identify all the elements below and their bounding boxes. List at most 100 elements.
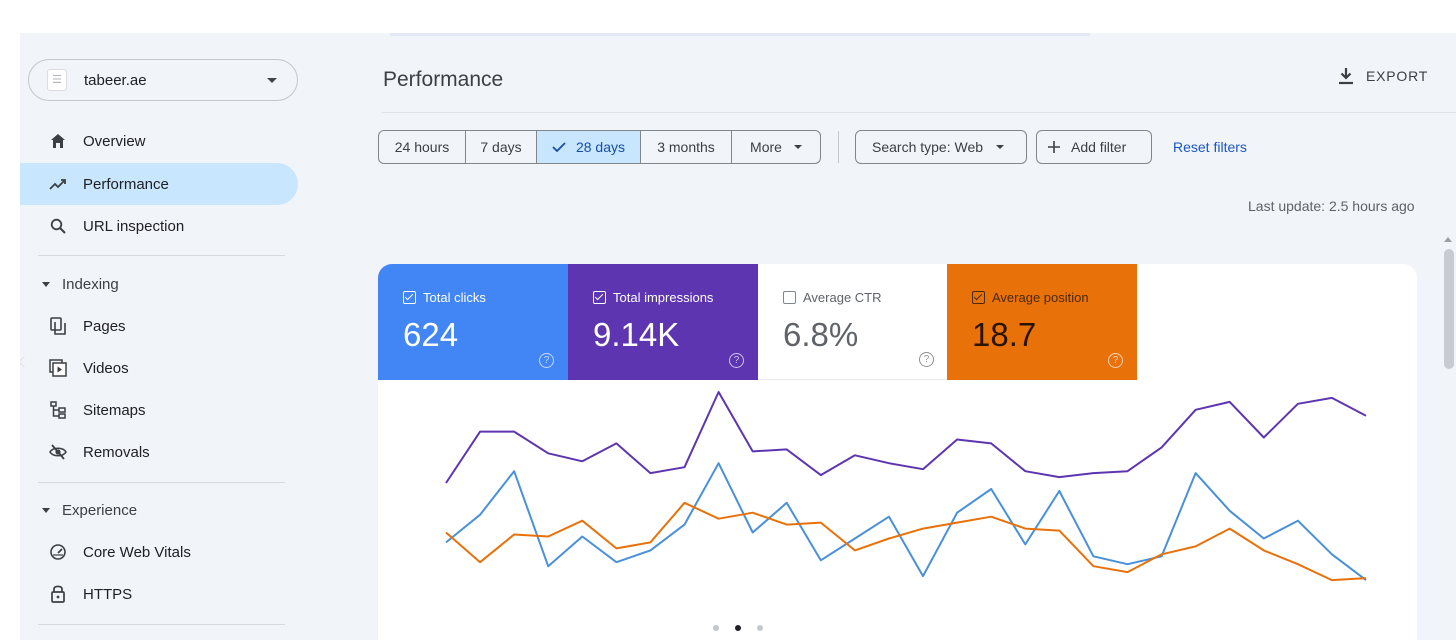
header-divider [382, 112, 1456, 113]
sidebar-item-pages[interactable]: Pages [20, 305, 298, 347]
trending-up-icon [48, 174, 68, 194]
metric-value: 9.14K [593, 316, 680, 353]
scrollbar-thumb[interactable] [1444, 249, 1454, 369]
property-selector[interactable]: ☰ tabeer.ae [28, 59, 298, 101]
lock-icon [48, 584, 68, 604]
help-icon[interactable]: ? [919, 352, 934, 367]
search-icon [48, 216, 68, 236]
check-icon [552, 142, 566, 152]
search-type-dropdown[interactable]: Search type: Web [855, 130, 1027, 164]
date-range-more[interactable]: More [732, 131, 820, 163]
checkbox-checked-icon[interactable] [593, 291, 606, 304]
filter-separator [838, 131, 839, 163]
section-title: Experience [62, 501, 138, 519]
sidebar-item-sitemaps[interactable]: Sitemaps [20, 389, 298, 431]
metric-value: 624 [403, 316, 459, 353]
caret-down-icon [42, 507, 50, 513]
search-type-label: Search type: Web [872, 139, 984, 155]
metric-header: Average position [972, 290, 1089, 305]
series-line-total-clicks[interactable] [445, 462, 1367, 581]
date-range-label: 7 days [480, 139, 522, 155]
metric-total-clicks[interactable]: Total clicks 624 ? [378, 264, 568, 380]
checkbox-checked-icon[interactable] [403, 291, 416, 304]
date-range-24-hours[interactable]: 24 hours [379, 131, 466, 163]
carousel-dots [713, 625, 779, 631]
sidebar-item-performance[interactable]: Performance [20, 163, 298, 205]
eye-off-icon [48, 442, 68, 462]
section-toggle-experience[interactable]: Experience [42, 500, 137, 520]
series-line-total-impressions[interactable] [445, 391, 1367, 484]
sidebar-item-overview[interactable]: Overview [20, 120, 298, 162]
sidebar-item-https[interactable]: HTTPS [20, 573, 298, 615]
export-label: EXPORT [1366, 68, 1429, 84]
date-range-label: 28 days [575, 139, 626, 155]
section-toggle-indexing[interactable]: Indexing [42, 274, 119, 294]
last-update-text: Last update: 2.5 hours ago [1248, 198, 1415, 214]
download-icon [1339, 68, 1353, 85]
date-range-3-months[interactable]: 3 months [641, 131, 732, 163]
sidebar-divider [38, 255, 285, 256]
carousel-dot-active[interactable] [735, 625, 741, 631]
checkbox-checked-icon[interactable] [972, 291, 985, 304]
property-name: tabeer.ae [84, 71, 147, 89]
add-filter-button[interactable]: Add filter [1036, 130, 1152, 164]
top-strip [390, 33, 1090, 36]
export-button[interactable]: EXPORT [1338, 67, 1428, 85]
metric-value: 6.8% [783, 316, 859, 353]
app-window: ☰ tabeer.ae Overview Performance URL ins… [20, 33, 1456, 640]
home-icon [48, 131, 68, 151]
sidebar-item-url-inspection[interactable]: URL inspection [20, 205, 298, 247]
videos-icon [48, 358, 68, 378]
pages-icon [48, 316, 68, 336]
plus-icon [1048, 141, 1060, 153]
checkbox-unchecked-icon[interactable] [783, 291, 796, 304]
chevron-down-icon [267, 78, 277, 83]
date-range-label: 3 months [657, 139, 715, 155]
sidebar-item-label: Videos [83, 359, 129, 377]
metric-label: Total impressions [613, 290, 714, 305]
gauge-icon [48, 542, 68, 562]
sidebar-item-label: Performance [83, 175, 169, 193]
page-title: Performance [383, 68, 504, 91]
metric-average-position[interactable]: Average position 18.7 ? [947, 264, 1137, 380]
date-range-label: More [750, 139, 782, 155]
metric-label: Total clicks [423, 290, 486, 305]
date-range-28-days[interactable]: 28 days [537, 131, 641, 163]
property-icon: ☰ [47, 69, 67, 91]
sidebar-item-label: Core Web Vitals [83, 543, 191, 561]
metric-average-ctr[interactable]: Average CTR 6.8% ? [758, 264, 948, 380]
metric-total-impressions[interactable]: Total impressions 9.14K ? [568, 264, 758, 380]
date-range-selector: 24 hours 7 days 28 days 3 months More [378, 130, 821, 164]
help-icon[interactable]: ? [729, 353, 744, 368]
carousel-dot[interactable] [713, 625, 719, 631]
sidebar-item-label: HTTPS [83, 585, 133, 603]
date-range-label: 24 hours [394, 139, 450, 155]
metric-header: Total impressions [593, 290, 713, 305]
sidebar-item-core-web-vitals[interactable]: Core Web Vitals [20, 531, 298, 573]
series-line-average-position[interactable] [445, 501, 1367, 582]
caret-down-icon [42, 281, 50, 287]
help-icon[interactable]: ? [1108, 353, 1123, 368]
sitemaps-icon [48, 400, 68, 420]
sidebar-item-label: Overview [83, 132, 146, 150]
date-range-7-days[interactable]: 7 days [466, 131, 537, 163]
metric-header: Total clicks [403, 290, 486, 305]
metric-value: 18.7 [972, 316, 1037, 353]
metric-label: Average CTR [803, 290, 882, 305]
sidebar-divider [38, 482, 285, 483]
sidebar-item-label: Pages [83, 317, 126, 335]
sidebar-item-label: Removals [83, 443, 150, 461]
sidebar-item-videos[interactable]: Videos [20, 347, 298, 389]
reset-filters-link[interactable]: Reset filters [1173, 139, 1247, 155]
sidebar-item-removals[interactable]: Removals [20, 431, 298, 473]
sidebar-divider [38, 624, 285, 625]
help-icon[interactable]: ? [539, 353, 554, 368]
carousel-dot[interactable] [757, 625, 763, 631]
scroll-up-arrow-icon[interactable] [1444, 237, 1452, 242]
caret-down-icon [793, 145, 802, 149]
performance-line-chart: 2/2/252/6/252/10/252/14/252/18/252/22/25… [445, 391, 1367, 582]
performance-card: Total clicks 624 ? Total impressions 9.1… [378, 264, 1417, 640]
section-title: Indexing [62, 275, 119, 293]
metric-label: Average position [992, 290, 1089, 305]
metric-header: Average CTR [783, 290, 882, 305]
